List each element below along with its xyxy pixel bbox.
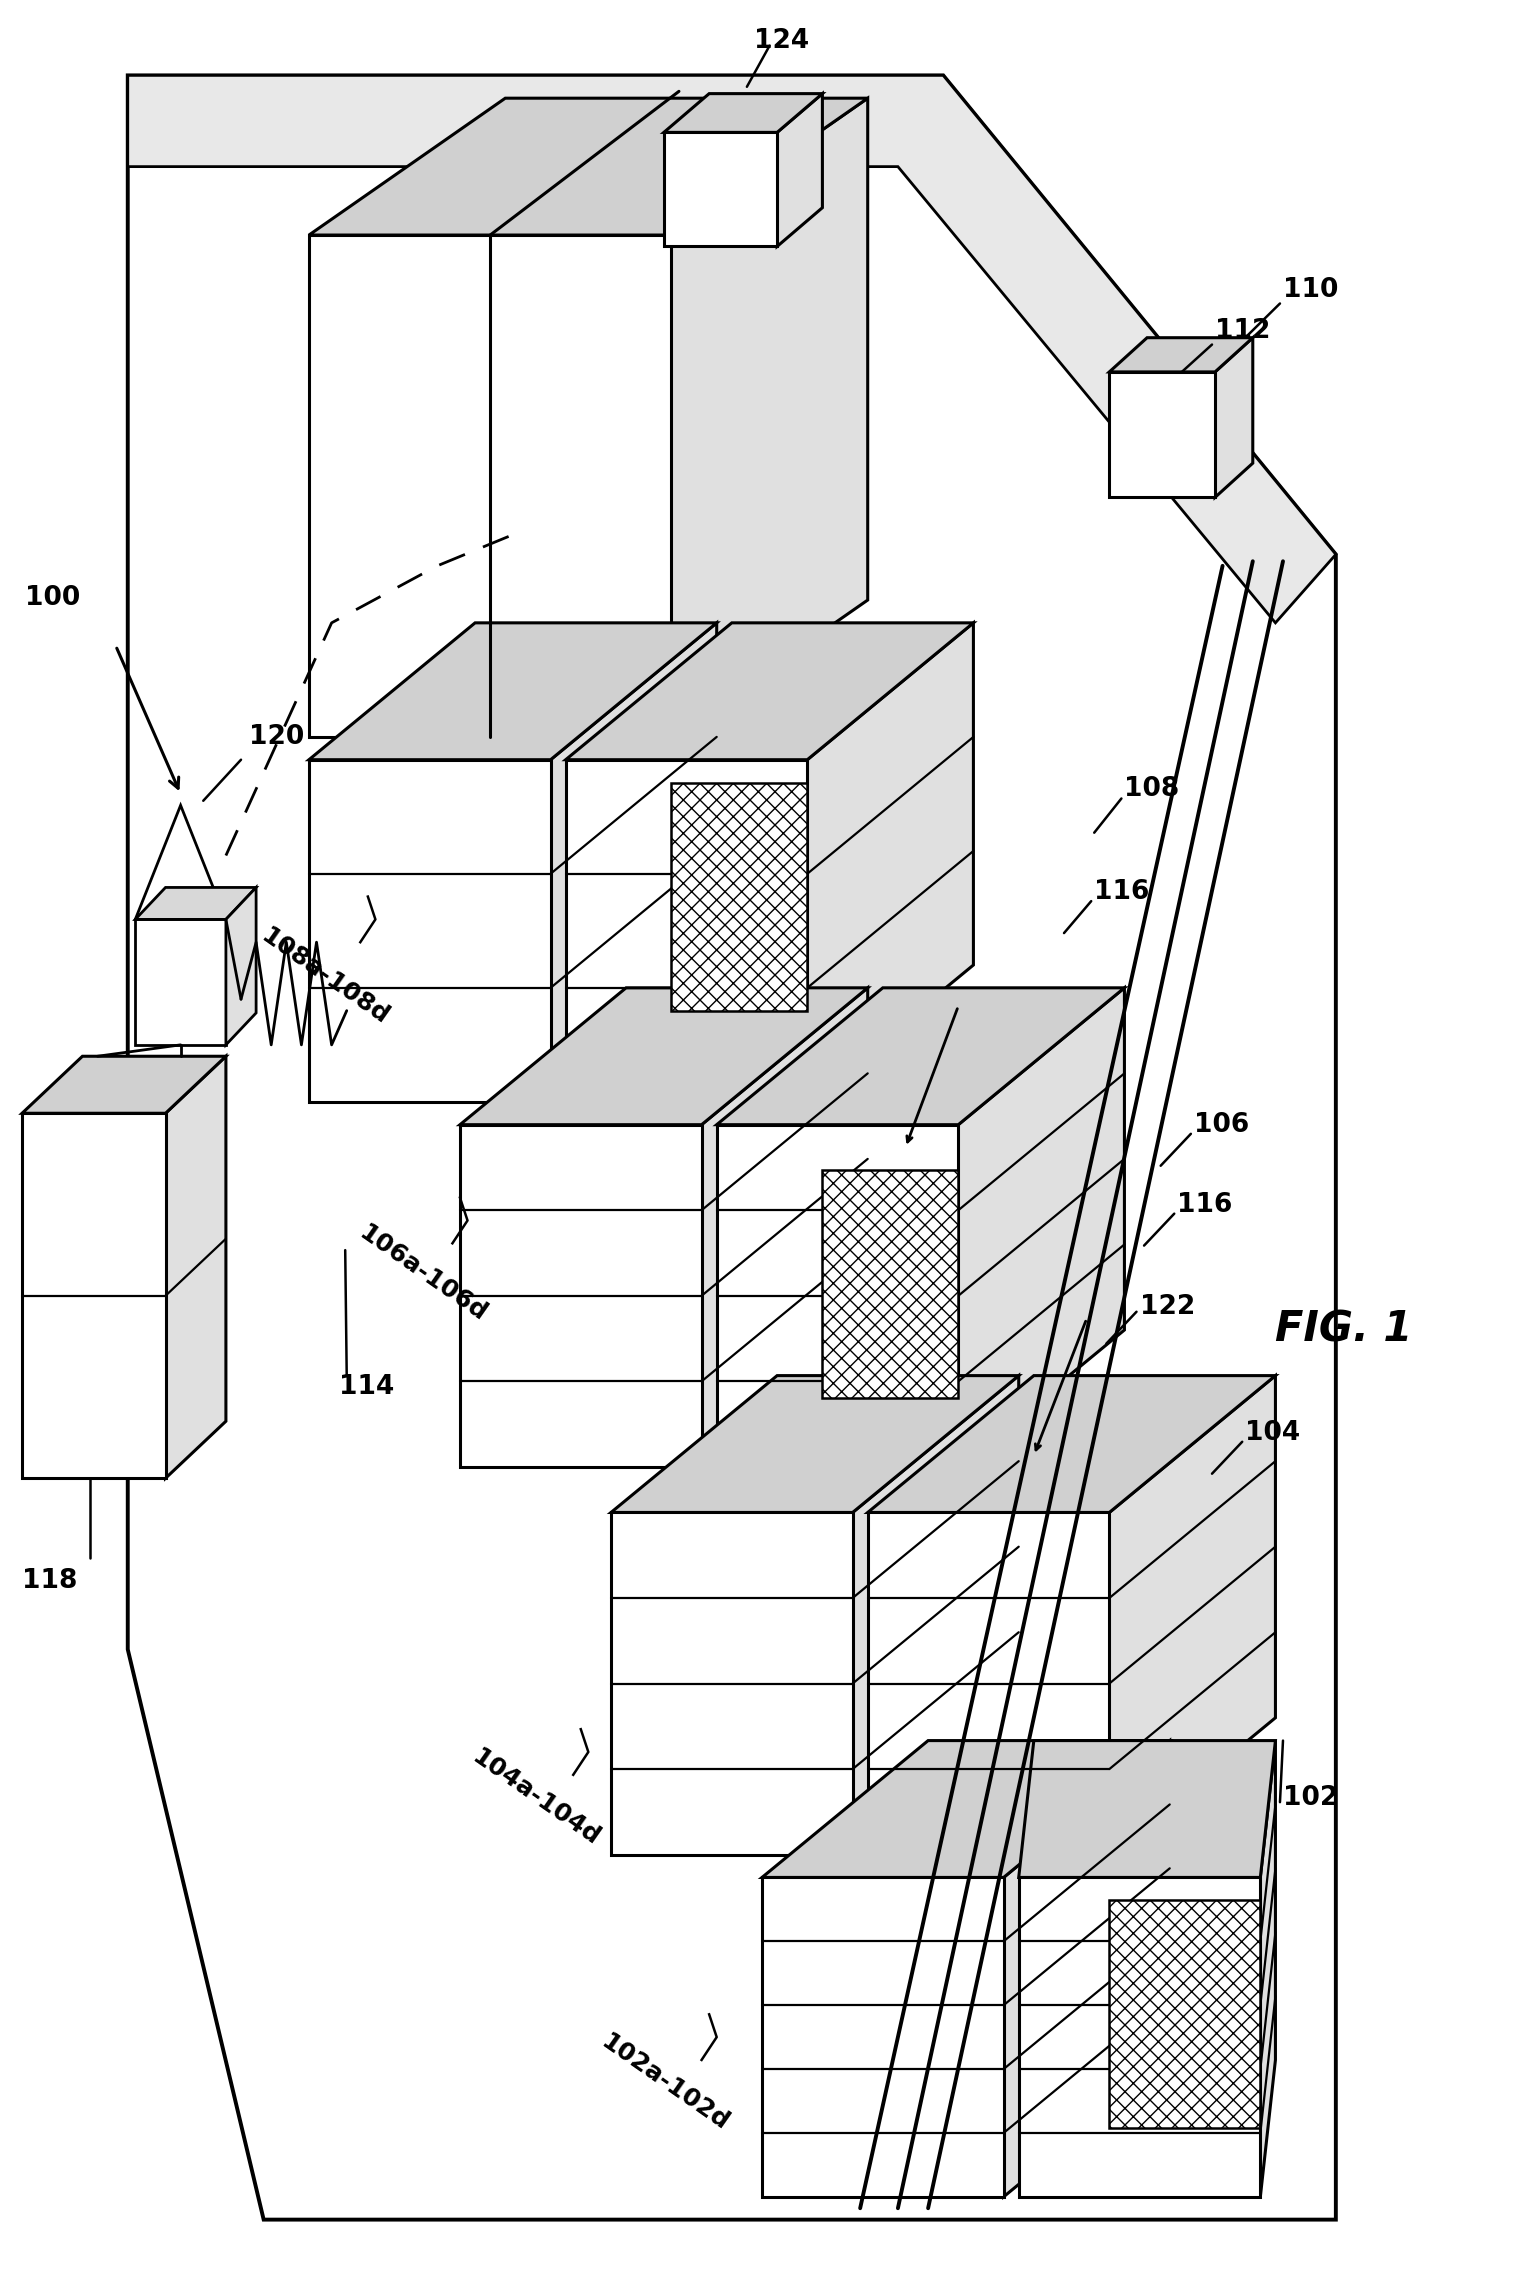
Polygon shape: [777, 94, 823, 246]
Polygon shape: [309, 234, 672, 737]
Polygon shape: [309, 760, 550, 1102]
Polygon shape: [21, 1113, 166, 1478]
Text: 114: 114: [340, 1375, 395, 1400]
Polygon shape: [1109, 1375, 1276, 1854]
Polygon shape: [664, 94, 823, 133]
Text: 102: 102: [1283, 1786, 1338, 1811]
Text: 124: 124: [754, 28, 809, 55]
Polygon shape: [1260, 1740, 1276, 2196]
Polygon shape: [309, 99, 867, 234]
Polygon shape: [1215, 337, 1253, 498]
Text: 116: 116: [1177, 1191, 1233, 1219]
Polygon shape: [867, 1512, 1109, 1854]
Text: 112: 112: [1215, 319, 1271, 344]
Text: FIG. 1: FIG. 1: [1276, 1308, 1413, 1352]
Polygon shape: [550, 622, 716, 1102]
Polygon shape: [460, 1125, 701, 1467]
Polygon shape: [460, 987, 867, 1125]
Text: 116: 116: [1094, 879, 1149, 904]
Polygon shape: [716, 987, 1125, 1125]
Polygon shape: [565, 622, 974, 760]
Polygon shape: [1018, 1740, 1276, 1877]
Text: 122: 122: [1140, 1294, 1195, 1320]
Polygon shape: [808, 622, 974, 1102]
Polygon shape: [867, 1375, 1276, 1512]
Text: 100: 100: [24, 585, 79, 610]
Polygon shape: [701, 987, 867, 1467]
Polygon shape: [611, 1375, 1018, 1512]
Polygon shape: [128, 76, 1337, 622]
Polygon shape: [1109, 337, 1253, 372]
Polygon shape: [136, 806, 226, 920]
Polygon shape: [672, 99, 867, 737]
Polygon shape: [1109, 1900, 1260, 2127]
Text: 106: 106: [1193, 1111, 1250, 1138]
Polygon shape: [716, 1125, 959, 1467]
Polygon shape: [226, 888, 256, 1044]
Polygon shape: [762, 1740, 1170, 1877]
Text: 108a-108d: 108a-108d: [256, 923, 393, 1028]
Polygon shape: [565, 760, 808, 1102]
Text: 108: 108: [1125, 776, 1180, 803]
Polygon shape: [823, 1170, 959, 1398]
Text: 120: 120: [248, 723, 303, 750]
Polygon shape: [1018, 1877, 1260, 2196]
Text: 118: 118: [21, 1567, 78, 1595]
Text: 106a-106d: 106a-106d: [354, 1221, 491, 1327]
Polygon shape: [21, 1056, 226, 1113]
Polygon shape: [664, 133, 777, 246]
Polygon shape: [852, 1375, 1018, 1854]
Text: 104a-104d: 104a-104d: [468, 1744, 604, 1850]
Polygon shape: [762, 1877, 1004, 2196]
Text: 110: 110: [1283, 278, 1338, 303]
Polygon shape: [1109, 372, 1215, 498]
Polygon shape: [959, 987, 1125, 1467]
Polygon shape: [136, 920, 226, 1044]
Polygon shape: [1004, 1740, 1170, 2196]
Polygon shape: [128, 76, 1337, 2219]
Polygon shape: [672, 783, 808, 1010]
Polygon shape: [166, 1056, 226, 1478]
Text: 102a-102d: 102a-102d: [596, 2029, 733, 2137]
Polygon shape: [136, 888, 256, 920]
Text: 104: 104: [1245, 1421, 1300, 1446]
Polygon shape: [309, 622, 716, 760]
Polygon shape: [611, 1512, 852, 1854]
